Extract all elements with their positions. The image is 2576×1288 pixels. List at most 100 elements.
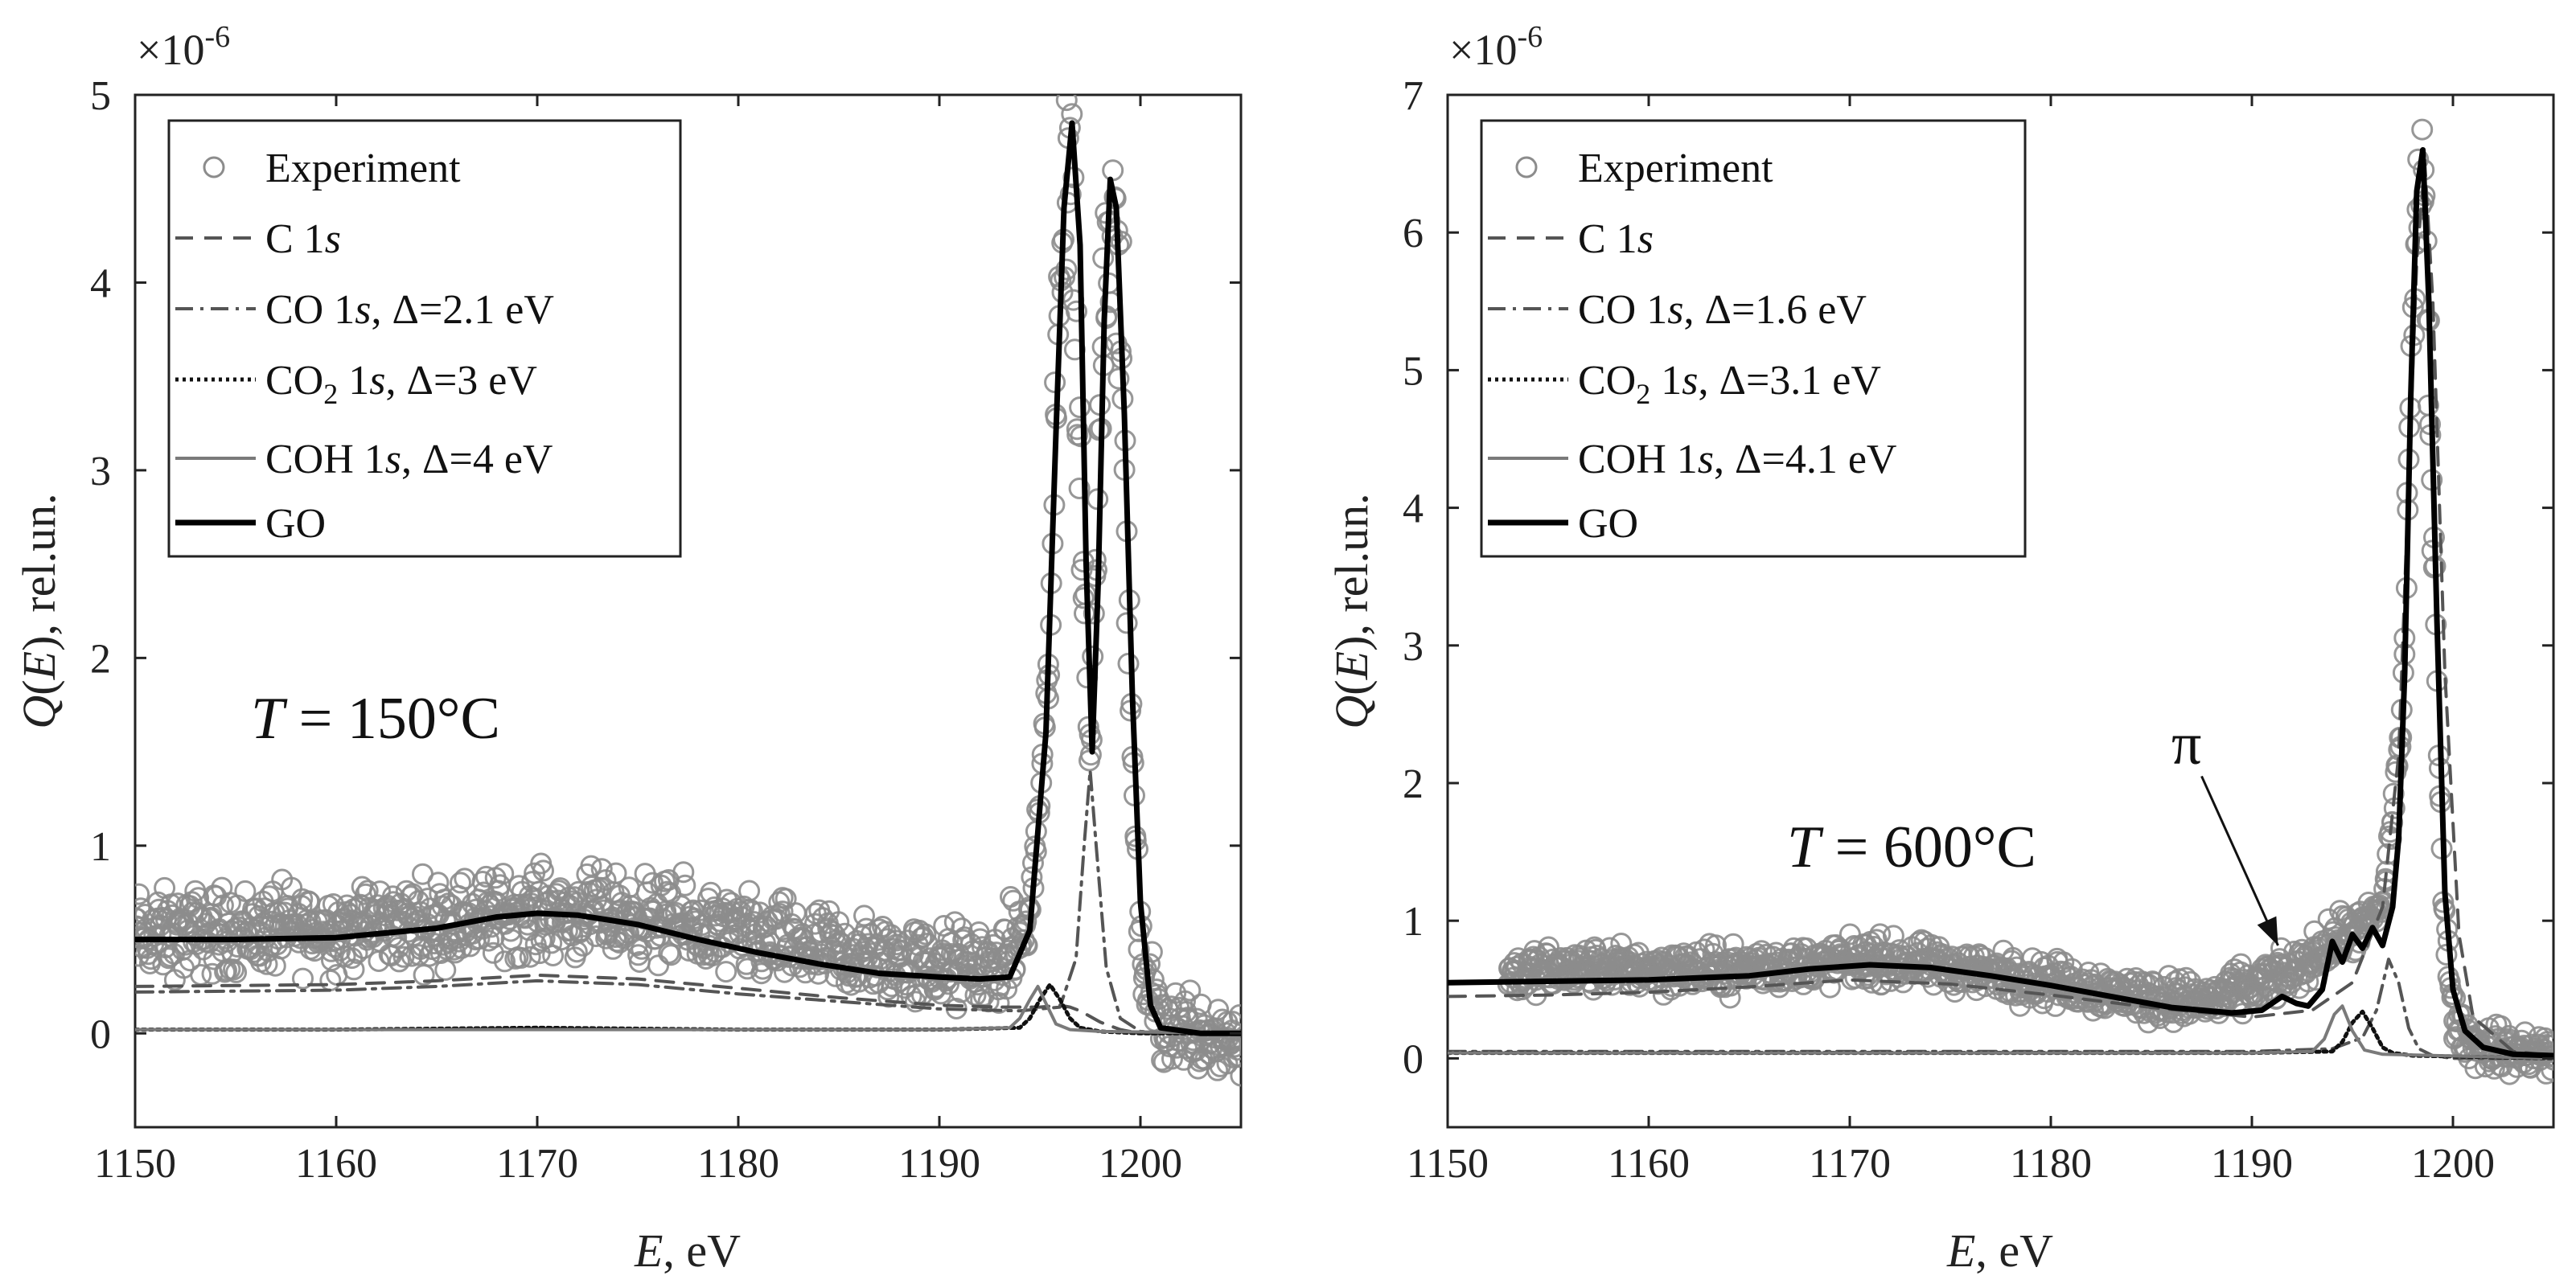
experiment-point [2535,1062,2553,1085]
experiment-point [225,961,248,983]
experiment-point [672,861,695,884]
y-tick-label: 4 [90,260,111,306]
plot-frame [1446,93,2555,1129]
experiment-point [540,932,563,954]
legend-label-c1s: C 1s [1578,216,1654,262]
experiment-point [1179,979,1202,1002]
arrow-head [2257,916,2278,946]
series-line-go [135,120,1241,1036]
y-axis-label: Q(E), rel.un. [13,493,65,728]
legend-label-co2-1s: CO2 1s, Δ=3 eV [265,358,537,410]
legend-label-go: GO [265,501,326,547]
experiment-point [234,880,257,902]
experiment-point [355,883,377,905]
experiment-point [1015,910,1037,933]
experiment-point [2541,1059,2553,1081]
experiment-point [689,899,712,921]
legend-box [167,119,682,558]
experiment-point [1110,231,1132,252]
y-tick-label: 5 [1403,348,1424,394]
experiment-point [407,890,429,913]
arrow-shaft [2200,775,2279,946]
experiment-point [914,923,937,945]
experiment-point [1230,1064,1241,1087]
experiment-point [492,863,515,885]
legend-label-coh1s: COH 1s, Δ=4 eV [265,437,553,482]
experiment-point [1228,1004,1241,1026]
y-multiplier: ×10-6 [1449,20,1543,74]
y-tick-label: 0 [90,1011,111,1057]
experiment-point [684,910,707,933]
experiment-point [1055,95,1078,112]
experiment-point [1115,612,1138,634]
experiment-point [1142,969,1165,991]
x-axis-label: E, eV [1946,1224,2053,1277]
series-line-coh1s [135,984,1241,1036]
experiment-point [1223,1036,1241,1058]
x-tick-label: 1190 [2211,1141,2293,1187]
experiment-point [774,961,795,983]
experiment-point [478,929,500,952]
experiment-point [1140,941,1163,963]
y-axis-label: Q(E), rel.un. [1325,493,1378,728]
y-tick-label: 3 [90,449,111,494]
y-tick-label: 1 [1403,899,1424,945]
experiment-point [1055,258,1078,281]
experiment-point [533,927,556,950]
legend-marker-experiment [203,156,225,178]
experiment-point [715,961,737,983]
legend-label-co2-1s: CO2 1s, Δ=3.1 eV [1578,358,1881,410]
x-tick-label: 1160 [295,1141,377,1187]
x-axis-label: E, eV [634,1224,741,1277]
legend: Experiment C 1s CO 1s, Δ=1.6 eV CO2 1s, … [1480,119,2027,558]
legend-marker-experiment [1515,156,1538,178]
experiment-point [590,858,613,880]
y-tick-label: 0 [1403,1036,1424,1082]
x-tick-label: 1150 [94,1141,176,1187]
experiment-point [135,883,150,905]
experiment-point [1882,925,1904,947]
experiment-point [401,883,424,905]
x-tick-label: 1200 [2411,1141,2495,1187]
y-tick-label: 7 [1403,73,1424,119]
legend-label-experiment: Experiment [265,146,461,191]
experiment-point [1069,396,1091,419]
pi-peak-label: π [2171,712,2201,777]
series-line-coh1s [1448,1004,2553,1060]
experiment-point [258,885,281,908]
data-layer [1448,118,2553,1085]
experiment-point [647,954,670,977]
chart-panel-150c: 1150 1160 1170 1180 1190 1200 0 1 2 3 4 5 ×10-6 E, … [13,20,1243,1277]
x-tick-label: 1150 [1407,1141,1489,1187]
experiment-point [454,868,476,890]
experiment-point [943,911,966,933]
experiment-point [951,917,973,940]
experiment-point [1092,247,1115,269]
experiment-point [1610,933,1633,954]
y-tick-label: 4 [1403,486,1424,532]
experiment-point [1226,1039,1241,1061]
y-multiplier: ×10-6 [137,20,230,74]
experiment-point [674,874,696,896]
pi-arrow [2200,775,2279,946]
plot-frame [134,93,1243,1129]
legend: Experiment C 1s CO 1s, Δ=2.1 eV CO2 1s, … [167,119,682,558]
experiment-point [1107,367,1130,390]
x-tick-label: 1180 [697,1141,779,1187]
x-tick-label: 1190 [898,1141,980,1187]
x-tick-label: 1180 [2010,1141,2092,1187]
experiment-point [605,862,627,884]
experiment-point [1161,1048,1183,1070]
y-tick-label: 5 [90,73,111,119]
experiment-point [1523,940,1546,962]
experiment-point [1072,587,1095,609]
temperature-annotation: T = 600°C [1787,814,2036,880]
series-line-co1s [135,769,1241,1036]
x-tick-label: 1200 [1099,1141,1182,1187]
experiment-point [1066,300,1087,322]
y-tick-label: 1 [90,824,111,870]
experiment-point [343,958,365,981]
experiment-point [519,945,541,968]
experiment-point [1865,929,1888,951]
legend-label-go: GO [1578,501,1638,547]
